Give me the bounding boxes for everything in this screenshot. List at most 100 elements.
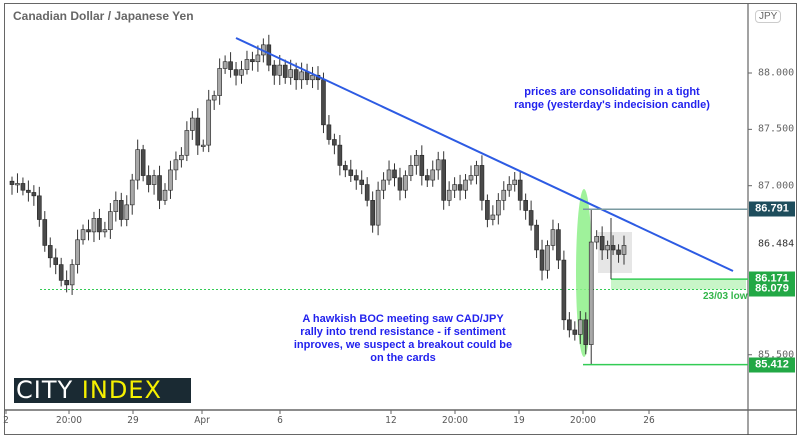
candle [124,204,130,220]
trendline [235,37,734,272]
candle [233,69,239,76]
candle [577,319,583,335]
candle [392,169,397,179]
candle [206,99,212,146]
candle [599,236,605,251]
candle [190,117,195,131]
price-level-badge: 85.412 [749,357,795,373]
candle [621,245,627,255]
candle [528,210,534,226]
candle [326,124,332,140]
candle [53,257,59,265]
candle [496,200,501,216]
candle [539,249,545,271]
candle [118,200,124,220]
time-tick-label: 29 [127,415,139,426]
candle [506,184,512,191]
candle [474,165,479,176]
candle [424,175,430,181]
chart-title: Canadian Dollar / Japanese Yen [13,9,194,23]
candle [151,175,157,185]
candle [146,175,151,185]
candle [414,154,419,166]
candle [58,264,64,281]
candle [75,239,80,265]
candle [20,183,26,191]
candle [239,69,244,76]
candle [42,219,48,246]
candle [479,165,485,201]
candle [343,165,348,171]
candle [534,224,539,251]
time-tick-label: 20:00 [442,415,468,426]
price-tick-label: 85.500 [758,349,795,361]
candle [97,218,102,233]
candle [222,61,228,69]
current-price-label: 86.484 [758,238,795,250]
candle [463,179,468,191]
candle [610,245,616,251]
time-tick-label: 12 [385,415,397,426]
candle [567,319,572,331]
candle [397,177,403,191]
time-tick-label: 20:00 [570,415,596,426]
candle [468,175,474,181]
candle [321,79,326,126]
candle [135,149,140,181]
candle [15,183,20,186]
candle [605,245,610,251]
candle [288,69,293,78]
candle [523,200,528,211]
annotation-boc: A hawkish BOC meeting saw CAD/JPY rally … [293,313,513,364]
candle [37,195,42,220]
candle [452,184,457,191]
candle [47,245,53,259]
candle [140,149,146,176]
candle [332,139,337,146]
candle [162,189,168,201]
candle [179,154,184,161]
logo-city: CITY [16,376,74,404]
candle [386,169,392,181]
candle [588,241,594,345]
candle [430,169,436,181]
candle [293,69,299,81]
candle [501,189,507,201]
candle [228,61,233,70]
candle [408,165,414,176]
time-tick-label: 26 [643,415,655,426]
time-tick-label: 6 [277,415,283,426]
time-tick-label: Apr [194,415,210,426]
candle [572,329,578,335]
candle [80,229,86,241]
candle [91,218,97,233]
city-index-logo: CITY INDEX [14,378,191,403]
candle [195,117,201,146]
candle [370,200,375,226]
price-level-badge: 86.791 [749,201,795,217]
candle [457,184,463,191]
currency-badge[interactable]: JPY [755,10,782,23]
candle [200,144,206,147]
candle [299,71,304,81]
support-zone [611,279,746,290]
candle [31,192,37,197]
candle [310,74,315,81]
candle [337,144,343,166]
candle [348,169,354,176]
candle [244,59,250,70]
candle [353,175,359,181]
candle [217,68,222,96]
time-tick-label: 20:00 [56,415,82,426]
candle [441,159,446,201]
chart-frame [4,3,797,435]
candle [157,175,162,201]
candle [446,189,452,201]
candle [435,159,441,171]
candle [517,179,523,201]
candle [9,180,15,185]
candle [168,169,173,191]
candle [375,189,381,226]
candle [561,259,567,321]
